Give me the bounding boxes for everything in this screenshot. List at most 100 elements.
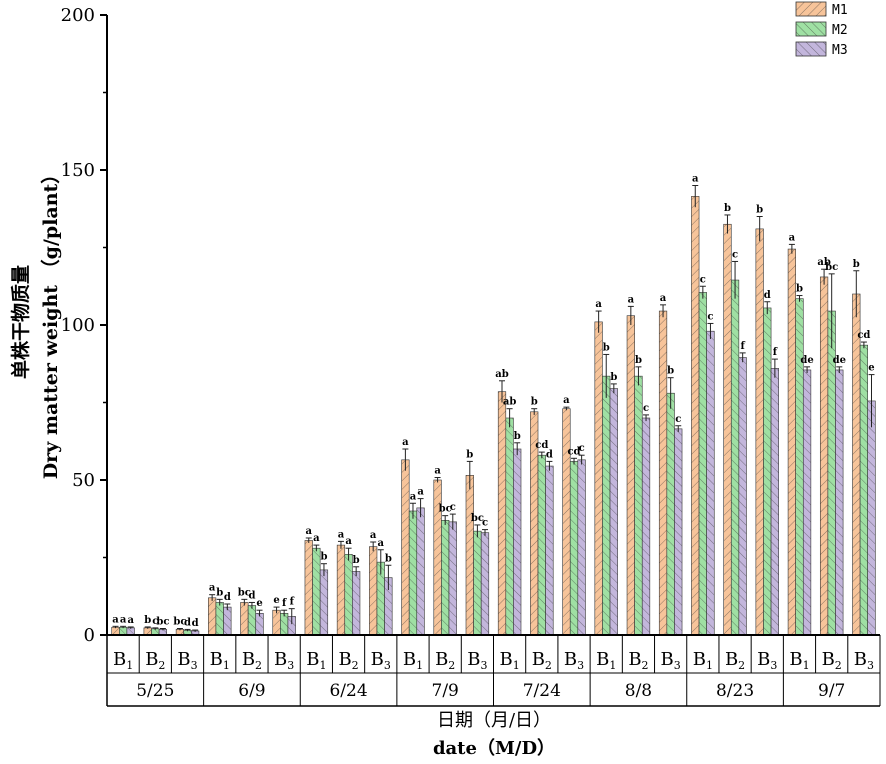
legend-swatch-hatch [796, 22, 826, 36]
bar-hatch [723, 224, 732, 635]
bar-hatch [287, 616, 296, 635]
b-level-label: B3 [661, 649, 681, 672]
y-tick-label: 0 [84, 625, 95, 646]
bar-hatch [602, 376, 611, 635]
b-level-label: B2 [532, 649, 552, 672]
significance-letter: b [320, 552, 327, 563]
significance-letter: b [635, 355, 642, 366]
significance-letter: a [370, 530, 377, 541]
significance-letter: b [514, 431, 521, 442]
bar-hatch [706, 331, 715, 635]
significance-letter: d [224, 592, 231, 603]
bar-hatch [691, 196, 700, 635]
y-tick-label: 100 [61, 315, 95, 336]
bar-hatch [433, 480, 442, 635]
significance-letter: a [789, 232, 796, 243]
bar-hatch [416, 507, 425, 635]
significance-letter: a [127, 615, 134, 626]
date-label: 9/7 [818, 681, 845, 701]
bar-hatch [465, 475, 474, 635]
significance-letter: c [450, 502, 456, 513]
date-label: 6/24 [329, 681, 367, 701]
significance-letter: d [248, 590, 255, 601]
bar-hatch [538, 455, 546, 635]
significance-letter: bc [825, 262, 838, 273]
bar-hatch [545, 466, 554, 635]
legend-label: M1 [832, 3, 848, 18]
b-level-label: B2 [435, 649, 455, 672]
bar-hatch [143, 627, 152, 635]
bar-hatch [409, 511, 417, 635]
y-tick-label: 50 [72, 470, 95, 491]
b-level-label: B1 [210, 649, 230, 672]
bar-hatch [255, 613, 264, 635]
significance-letter: a [378, 538, 385, 549]
significance-letter: bc [238, 587, 251, 598]
date-label: 7/9 [432, 681, 459, 701]
bar-hatch [320, 569, 328, 635]
bar-hatch [304, 540, 313, 635]
significance-letter: d [764, 290, 771, 301]
bar-hatch [208, 597, 216, 635]
significance-letter: a [402, 437, 409, 448]
significance-letter: a [563, 395, 570, 406]
bar-hatch [835, 369, 844, 635]
significance-letter: ab [817, 257, 830, 268]
b-level-label: B1 [306, 649, 326, 672]
significance-letter: b [144, 615, 151, 626]
bar-hatch [344, 554, 353, 635]
bar-hatch [119, 627, 127, 635]
significance-letter: b [724, 203, 731, 214]
significance-letter: b [466, 449, 473, 460]
significance-letter: a [434, 466, 441, 477]
date-label: 8/23 [716, 681, 754, 701]
b-level-label: B2 [145, 649, 165, 672]
significance-letter: b [756, 205, 763, 216]
significance-letter: e [868, 363, 874, 374]
b-level-label: B3 [371, 649, 391, 672]
date-label: 5/25 [136, 681, 174, 701]
significance-letter: b [385, 553, 392, 564]
b-level-label: B2 [725, 649, 745, 672]
bar-hatch [176, 629, 184, 635]
significance-letter: a [660, 293, 667, 304]
significance-letter: a [410, 491, 417, 502]
bar-hatch [627, 315, 635, 635]
significance-letter: b [853, 259, 860, 270]
significance-letter: a [120, 614, 127, 625]
bar-hatch [803, 369, 811, 635]
bar-hatch [401, 459, 410, 635]
b-level-label: B3 [854, 649, 874, 672]
y-axis-title-en: Dry matter weight （g/plant） [39, 165, 62, 480]
significance-letter: b [667, 366, 674, 377]
significance-letter: b [353, 555, 360, 566]
significance-letter: e [273, 595, 279, 606]
bar-hatch [441, 520, 449, 635]
bar-hatch [513, 449, 522, 635]
legend-swatch-hatch [796, 42, 826, 56]
b-level-label: B2 [822, 649, 842, 672]
significance-letter: c [675, 414, 681, 425]
bar-hatch [738, 357, 747, 635]
significance-letter: c [579, 443, 585, 454]
bar-hatch [860, 345, 868, 635]
bar-hatch [763, 307, 772, 635]
bar-hatch [505, 418, 514, 635]
bar-hatch [755, 228, 764, 635]
b-level-label: B3 [757, 649, 777, 672]
bar-hatch [498, 391, 506, 635]
significance-letter: bc [471, 513, 484, 524]
bar-hatch [376, 562, 385, 635]
significance-letter: d [546, 449, 553, 460]
significance-letter: b [796, 284, 803, 295]
bar-hatch [337, 545, 345, 635]
significance-letter: a [112, 614, 119, 625]
bar-hatch [594, 321, 603, 635]
b-level-label: B3 [564, 649, 584, 672]
bar-hatch [473, 531, 482, 635]
significance-letter: c [482, 518, 488, 529]
bar-hatch [867, 400, 876, 635]
legend: M1 M2 M3 [795, 1, 848, 58]
